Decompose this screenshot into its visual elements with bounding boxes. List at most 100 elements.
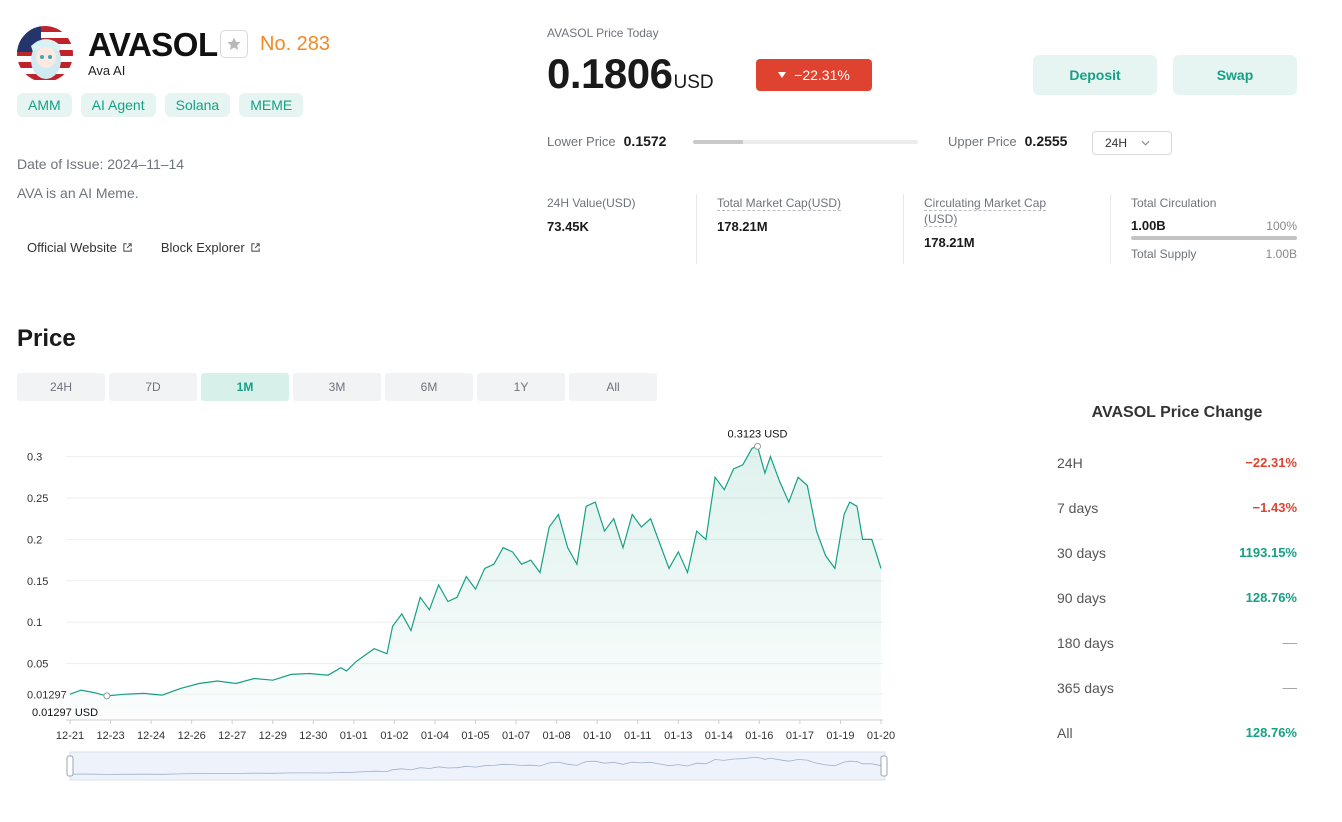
- period-select-value: 24H: [1105, 136, 1128, 150]
- x-tick-label: 12-24: [137, 730, 165, 742]
- price-change-value: −22.31%: [794, 67, 850, 83]
- x-tick-label: 01-14: [705, 730, 733, 742]
- supply-row: Total Supply 1.00B: [1131, 247, 1297, 261]
- tab-6m[interactable]: 6M: [385, 373, 473, 401]
- tag-amm[interactable]: AMM: [17, 93, 72, 117]
- stat-24h-value-label: 24H Value(USD): [547, 196, 636, 210]
- circulation-progress-fill: [1131, 236, 1297, 240]
- stat-total-supply-label: Total Supply: [1131, 247, 1197, 261]
- stat-total-circulation-percent: 100%: [1266, 219, 1297, 233]
- price-change-percent: ––: [1282, 635, 1297, 650]
- x-tick-label: 12-30: [299, 730, 327, 742]
- stat-total-market-cap-label[interactable]: Total Market Cap(USD): [717, 196, 842, 211]
- stat-circulating-market-cap-label-line2: (USD): [924, 212, 958, 226]
- token-name: AVASOL: [88, 26, 218, 63]
- price-today-label: AVASOL Price Today: [547, 26, 659, 40]
- price-line: [69, 445, 882, 697]
- stat-total-circulation-amount: 1.00B: [1131, 218, 1166, 233]
- x-tick-label: 12-23: [96, 730, 124, 742]
- official-website-link[interactable]: Official Website: [27, 240, 133, 255]
- price-change-row: 7 days −1.43%: [1057, 500, 1297, 516]
- price-range-fill: [693, 140, 743, 144]
- stat-total-circulation: Total Circulation: [1131, 195, 1216, 211]
- stat-24h-value-amount: 73.45K: [547, 219, 589, 234]
- price-change-percent: 1193.15%: [1239, 545, 1297, 560]
- x-tick-label: 12-21: [56, 730, 84, 742]
- min-point-label: 0.01297 USD: [32, 707, 98, 719]
- stat-total-market-cap-amount: 178.21M: [717, 219, 768, 234]
- price-section-title: Price: [17, 325, 76, 352]
- x-tick-label: 01-10: [583, 730, 611, 742]
- circulation-progress-bar: [1131, 236, 1297, 240]
- tag-solana[interactable]: Solana: [164, 93, 231, 117]
- price-change-row: 24H −22.31%: [1057, 455, 1297, 471]
- chart-zoom-slider[interactable]: [69, 751, 886, 781]
- price-change-percent: −22.31%: [1245, 455, 1297, 470]
- y-tick-label: 0.1: [27, 617, 42, 629]
- token-description: AVA is an AI Meme.: [17, 185, 139, 201]
- price-chart[interactable]: 0.3 0.25 0.2 0.15 0.1 0.05 0.01297 12-21 12-23 1…: [0, 415, 905, 785]
- tag-list: AMM AI Agent Solana MEME: [17, 93, 304, 117]
- chevron-down-icon: [1141, 140, 1150, 146]
- stat-24h-value: 24H Value(USD) 73.45K: [547, 195, 635, 234]
- swap-button[interactable]: Swap: [1173, 55, 1297, 95]
- deposit-button[interactable]: Deposit: [1033, 55, 1157, 95]
- price-change-period: 90 days: [1057, 590, 1107, 606]
- tag-meme[interactable]: MEME: [239, 93, 304, 117]
- x-tick-label: 01-01: [340, 730, 368, 742]
- tab-all[interactable]: All: [569, 373, 657, 401]
- y-tick-label: 0.15: [27, 576, 48, 588]
- stat-circulating-market-cap-label[interactable]: Circulating Market Cap (USD): [924, 196, 1047, 227]
- price-change-row: All 128.76%: [1057, 725, 1297, 741]
- price-change-row: 365 days ––: [1057, 680, 1297, 696]
- tab-24h[interactable]: 24H: [17, 373, 105, 401]
- price-change-period: All: [1057, 725, 1073, 741]
- price-change-percent: ––: [1282, 680, 1297, 695]
- price-change-period: 7 days: [1057, 500, 1099, 516]
- issue-date: Date of Issue: 2024–11–14: [17, 156, 185, 172]
- x-tick-label: 01-05: [461, 730, 489, 742]
- favorite-button[interactable]: [220, 30, 248, 58]
- price-change-row: 90 days 128.76%: [1057, 590, 1297, 606]
- zoom-handle-right[interactable]: [880, 755, 888, 777]
- stat-circulating-market-cap: Circulating Market Cap (USD) 178.21M: [924, 195, 1047, 250]
- x-tick-label: 01-13: [664, 730, 692, 742]
- x-tick-label: 01-04: [421, 730, 449, 742]
- y-tick-label: 0.3: [27, 452, 42, 464]
- price-change-row: 30 days 1193.15%: [1057, 545, 1297, 561]
- y-tick-label: 0.2: [27, 534, 42, 546]
- block-explorer-label: Block Explorer: [160, 240, 245, 255]
- price-change-period: 180 days: [1057, 635, 1114, 651]
- x-tick-label: 12-29: [259, 730, 287, 742]
- price-change-percent: 128.76%: [1245, 725, 1297, 740]
- avatar-flag-illustration: [17, 26, 73, 82]
- upper-price-label: Upper Price: [948, 133, 1017, 149]
- tag-ai-agent[interactable]: AI Agent: [80, 93, 156, 117]
- x-tick-label: 01-07: [502, 730, 530, 742]
- tab-7d[interactable]: 7D: [109, 373, 197, 401]
- price-change-period: 30 days: [1057, 545, 1107, 561]
- lower-price-value: 0.1572: [623, 133, 667, 149]
- price-value: 0.1806: [547, 50, 673, 97]
- token-avatar: [17, 26, 73, 82]
- price-unit: USD: [673, 72, 714, 93]
- max-point-marker: [754, 442, 762, 450]
- external-link-icon: [123, 243, 132, 252]
- price-change-period: 24H: [1057, 455, 1083, 471]
- lower-price-label: Lower Price: [547, 133, 616, 149]
- x-tick-label: 01-20: [867, 730, 895, 742]
- x-tick-label: 12-26: [178, 730, 206, 742]
- block-explorer-link[interactable]: Block Explorer: [161, 240, 261, 255]
- tab-3m[interactable]: 3M: [293, 373, 381, 401]
- stat-circulating-market-cap-label-line1: Circulating Market Cap: [924, 196, 1047, 210]
- star-icon: [227, 37, 241, 50]
- y-tick-label: 0.05: [27, 659, 48, 671]
- zoom-handle-left[interactable]: [66, 755, 74, 777]
- chart-zoom-preview-line: [69, 756, 882, 775]
- period-select[interactable]: 24H: [1092, 131, 1172, 155]
- x-tick-label: 12-27: [218, 730, 246, 742]
- tab-1y[interactable]: 1Y: [477, 373, 565, 401]
- price-change-percent: −1.43%: [1252, 500, 1297, 515]
- tab-1m[interactable]: 1M: [201, 373, 289, 401]
- circulation-row: 1.00B 100%: [1131, 218, 1297, 233]
